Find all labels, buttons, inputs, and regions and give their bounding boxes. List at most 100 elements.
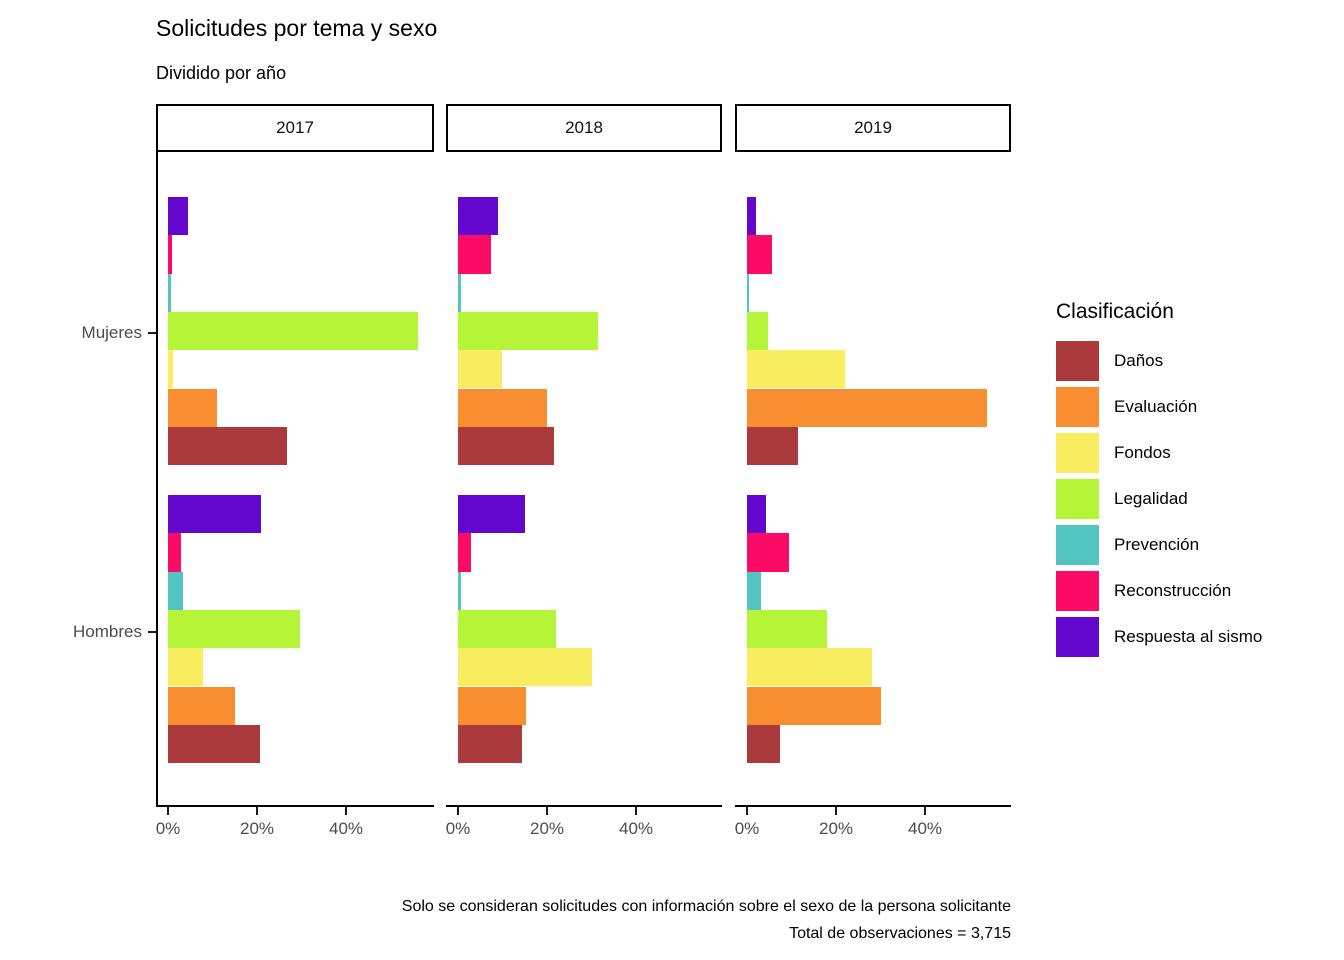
bar-2017-hombres-fondos — [168, 648, 204, 687]
x-tick-label: 40% — [618, 819, 654, 838]
bar-2019-mujeres-daños — [747, 426, 798, 466]
x-tick — [345, 807, 347, 815]
legend-item-reconstrucción: Reconstrucción — [1056, 571, 1344, 611]
facet-strip-2017: 2017 — [156, 104, 434, 152]
legend-swatch — [1056, 479, 1099, 519]
legend: Clasificación Daños Evaluación Fondos Legal… — [1056, 300, 1344, 663]
x-tick-label: 40% — [328, 819, 364, 838]
bar-2017-hombres-evaluación — [168, 686, 236, 725]
y-axis-line — [156, 152, 158, 807]
x-tick-label: 0% — [734, 819, 760, 838]
bar-2018-mujeres-respuesta-al-sismo — [458, 197, 499, 236]
legend-item-fondos: Fondos — [1056, 433, 1344, 473]
x-tick-label: 20% — [529, 819, 565, 838]
legend-label: Prevención — [1114, 535, 1200, 554]
chart-subtitle: Dividido por año — [156, 63, 287, 83]
legend-item-evaluación: Evaluación — [1056, 387, 1344, 427]
bar-2018-mujeres-reconstrucción — [458, 235, 491, 274]
bar-2019-mujeres-respuesta-al-sismo — [747, 197, 756, 236]
x-tick-label: 20% — [818, 819, 854, 838]
bar-2017-mujeres-respuesta-al-sismo — [168, 197, 188, 236]
bar-2019-hombres-prevención — [747, 571, 761, 610]
bar-2019-mujeres-evaluación — [747, 388, 987, 427]
bar-2018-hombres-daños — [458, 724, 523, 764]
x-tick — [746, 807, 748, 815]
bar-2019-hombres-daños — [747, 724, 780, 764]
bar-2017-mujeres-evaluación — [168, 388, 217, 427]
legend-swatch — [1056, 571, 1099, 611]
legend-swatch — [1056, 387, 1099, 427]
x-axis-line — [156, 805, 434, 807]
y-axis-label-hombres: Hombres — [73, 622, 142, 641]
bar-2019-mujeres-fondos — [747, 350, 845, 389]
x-tick-label: 40% — [907, 819, 943, 838]
bar-2017-mujeres-daños — [168, 426, 287, 466]
x-tick-label: 0% — [445, 819, 471, 838]
caption: Solo se consideran solicitudes con infor… — [402, 893, 1011, 947]
x-tick — [167, 807, 169, 815]
x-tick — [835, 807, 837, 815]
bar-2018-hombres-reconstrucción — [458, 533, 471, 572]
bar-2018-mujeres-fondos — [458, 350, 503, 389]
bar-2019-hombres-legalidad — [747, 609, 828, 649]
legend-title: Clasificación — [1056, 300, 1174, 323]
bar-2018-hombres-legalidad — [458, 609, 556, 649]
x-axis-line — [735, 805, 1011, 807]
y-tick — [148, 332, 156, 334]
y-axis-label-mujeres: Mujeres — [81, 323, 142, 342]
bar-2017-mujeres-fondos — [168, 350, 173, 389]
bar-2019-mujeres-reconstrucción — [747, 235, 772, 274]
bar-2018-mujeres-prevención — [458, 273, 462, 312]
x-tick — [546, 807, 548, 815]
legend-swatch — [1056, 617, 1099, 657]
legend-swatch — [1056, 433, 1099, 473]
legend-label: Fondos — [1114, 443, 1171, 462]
x-tick — [256, 807, 258, 815]
bar-2018-hombres-prevención — [458, 571, 462, 610]
bar-2017-hombres-reconstrucción — [168, 533, 181, 572]
bar-2019-hombres-respuesta-al-sismo — [747, 495, 767, 534]
facet-strip-2019: 2019 — [735, 104, 1011, 152]
bar-2019-mujeres-legalidad — [747, 311, 768, 351]
caption-line-2: Total de observaciones = 3,715 — [789, 925, 1011, 942]
bar-2017-hombres-legalidad — [168, 609, 301, 649]
bar-2018-mujeres-legalidad — [458, 311, 599, 351]
bar-2019-mujeres-prevención — [747, 273, 750, 312]
bar-2019-hombres-evaluación — [747, 686, 881, 725]
legend-item-legalidad: Legalidad — [1056, 479, 1344, 519]
bar-2017-hombres-prevención — [168, 571, 184, 610]
x-tick-label: 20% — [239, 819, 275, 838]
bar-2018-hombres-respuesta-al-sismo — [458, 495, 526, 534]
legend-item-daños: Daños — [1056, 341, 1344, 381]
bar-2017-mujeres-prevención — [168, 273, 171, 312]
bar-2019-hombres-fondos — [747, 648, 873, 687]
bar-2017-hombres-daños — [168, 724, 261, 764]
y-tick — [148, 631, 156, 633]
bar-2019-hombres-reconstrucción — [747, 533, 789, 572]
x-tick-label: 0% — [155, 819, 181, 838]
legend-label: Respuesta al sismo — [1114, 627, 1263, 646]
x-tick — [635, 807, 637, 815]
chart-title: Solicitudes por tema y sexo — [156, 15, 438, 41]
legend-label: Legalidad — [1114, 489, 1188, 508]
caption-line-1: Solo se consideran solicitudes con infor… — [401, 898, 1011, 915]
bar-2017-hombres-respuesta-al-sismo — [168, 495, 261, 534]
bar-2017-mujeres-legalidad — [168, 311, 419, 351]
legend-items: Daños Evaluación Fondos Legalidad Prevención… — [1056, 341, 1344, 657]
legend-swatch — [1056, 341, 1099, 381]
x-tick — [457, 807, 459, 815]
bar-2018-mujeres-evaluación — [458, 388, 547, 427]
bar-2018-hombres-evaluación — [458, 686, 527, 725]
legend-label: Evaluación — [1114, 397, 1198, 416]
legend-item-prevención: Prevención — [1056, 525, 1344, 565]
legend-swatch — [1056, 525, 1099, 565]
facet-strip-2018: 2018 — [446, 104, 722, 152]
legend-item-respuesta-al-sismo: Respuesta al sismo — [1056, 617, 1344, 657]
legend-label: Reconstrucción — [1114, 581, 1232, 600]
x-tick — [924, 807, 926, 815]
bar-2017-mujeres-reconstrucción — [168, 235, 172, 274]
bar-2018-hombres-fondos — [458, 648, 592, 687]
bar-2018-mujeres-daños — [458, 426, 555, 466]
